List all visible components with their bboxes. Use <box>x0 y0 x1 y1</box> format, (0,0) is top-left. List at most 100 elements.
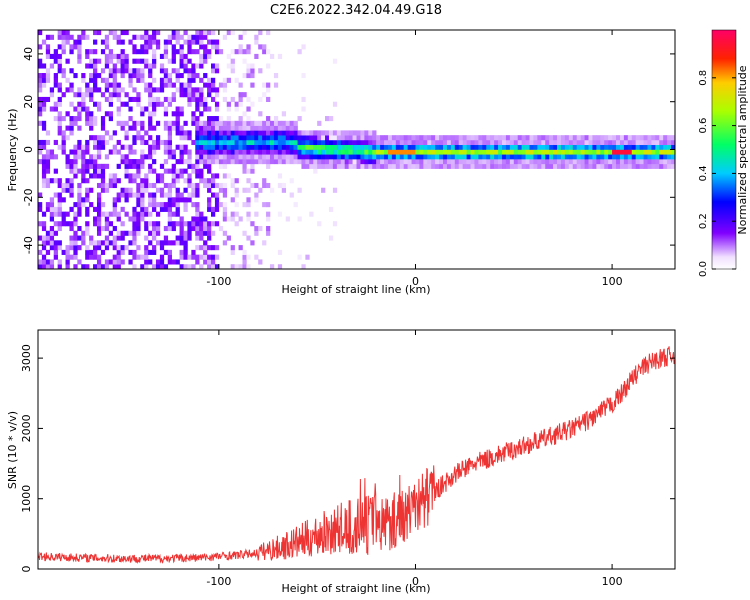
heatmap-cell <box>96 106 102 112</box>
heatmap-cell <box>124 154 129 160</box>
heatmap-cell <box>41 73 47 79</box>
heatmap-cell <box>616 159 621 165</box>
heatmap-cell <box>96 135 102 141</box>
heatmap-cell <box>387 144 393 150</box>
heatmap-cell <box>281 182 287 189</box>
heatmap-cell <box>277 182 283 189</box>
heatmap-cell <box>490 149 495 155</box>
heatmap-cell <box>120 49 125 55</box>
heatmap-cell <box>53 101 58 107</box>
heatmap-cell <box>218 163 224 169</box>
snr-x-ticks: -100 0 100 <box>206 330 623 588</box>
heatmap-cell <box>195 96 200 102</box>
heatmap-cell <box>222 192 228 198</box>
heatmap-cell <box>211 259 216 265</box>
heatmap-cell <box>140 254 145 260</box>
heatmap-cell <box>116 235 121 241</box>
heatmap-cell <box>69 116 74 122</box>
heatmap-cell <box>124 192 129 198</box>
heatmap-cell <box>112 264 117 269</box>
heatmap-cell <box>458 159 463 165</box>
heatmap-cell <box>179 63 184 69</box>
heatmap-cell <box>77 225 82 232</box>
heatmap-cell <box>242 49 247 55</box>
heatmap-cell <box>191 63 196 69</box>
heatmap-cell <box>218 135 224 141</box>
heatmap-cell <box>266 139 271 146</box>
heatmap-cell <box>671 159 675 165</box>
heatmap-cell <box>246 178 251 184</box>
heatmap-cell <box>140 44 145 50</box>
heatmap-cell <box>49 211 55 217</box>
heatmap-cell <box>183 245 188 251</box>
heatmap-cell <box>53 139 58 146</box>
heatmap-cell <box>356 163 361 169</box>
heatmap-cell <box>203 130 208 136</box>
heatmap-cell <box>77 144 82 150</box>
heatmap-cell <box>81 197 86 203</box>
heatmap-cell <box>549 149 554 155</box>
heatmap-cell <box>207 92 212 98</box>
heatmap-cell <box>258 30 263 36</box>
heatmap-cell <box>199 135 204 141</box>
heatmap-cell <box>96 264 102 269</box>
snr-x-tick-label: 100 <box>602 575 623 588</box>
heatmap-cell <box>124 245 129 251</box>
heatmap-cell <box>623 139 629 146</box>
heatmap-cell <box>175 30 180 36</box>
heatmap-cell <box>533 139 538 146</box>
heatmap-cell <box>93 82 98 88</box>
heatmap-cell <box>462 135 467 141</box>
heatmap-cell <box>38 101 43 107</box>
heatmap-cell <box>152 264 157 269</box>
heatmap-cell <box>450 154 456 160</box>
heatmap-cell <box>293 144 298 150</box>
heatmap-cell <box>431 159 436 165</box>
heatmap-cell <box>96 87 102 93</box>
heatmap-cell <box>159 178 165 184</box>
heatmap-cell <box>187 135 192 141</box>
heatmap-cell <box>226 130 231 136</box>
heatmap-cell <box>112 240 117 246</box>
heatmap-cell <box>203 58 208 64</box>
colorbar-tick-label: 0.6 <box>698 118 709 134</box>
heatmap-cell <box>222 211 228 217</box>
heatmap-cell <box>183 221 188 227</box>
heatmap-cell <box>41 39 47 45</box>
heatmap-cell <box>407 163 412 169</box>
heatmap-cell <box>218 182 224 189</box>
heatmap-cell <box>214 139 220 146</box>
heatmap-cell <box>89 187 94 193</box>
heatmap-cell <box>167 192 172 198</box>
heatmap-cell <box>301 264 306 269</box>
heatmap-cell <box>297 187 302 193</box>
heatmap-cell <box>266 225 271 232</box>
heatmap-cell <box>124 144 129 150</box>
heatmap-cell <box>384 154 389 160</box>
heatmap-cell <box>557 144 562 150</box>
heatmap-cell <box>171 197 176 203</box>
heatmap-cell <box>356 159 361 165</box>
heatmap-cell <box>525 149 530 155</box>
heatmap-cell <box>104 58 110 64</box>
heatmap-cell <box>53 240 58 246</box>
heatmap-cell <box>140 106 145 112</box>
heatmap-cell <box>57 34 62 40</box>
heatmap-cell <box>285 144 290 150</box>
heatmap-cell <box>85 249 90 255</box>
heatmap-cell <box>112 245 117 251</box>
heatmap-cell <box>269 144 275 150</box>
heatmap-cell <box>128 240 133 246</box>
heatmap-cell <box>242 144 247 150</box>
heatmap-cell <box>509 139 515 146</box>
heatmap-cell <box>443 163 448 169</box>
heatmap-cell <box>195 125 200 131</box>
heatmap-cell <box>93 154 98 160</box>
heatmap-cell <box>61 30 66 36</box>
heatmap-cell <box>222 154 228 160</box>
heatmap-cell <box>277 53 283 59</box>
heatmap-cell <box>85 187 90 193</box>
heatmap-cell <box>474 139 479 146</box>
heatmap-cell <box>242 163 247 169</box>
heatmap-cell <box>222 163 228 169</box>
